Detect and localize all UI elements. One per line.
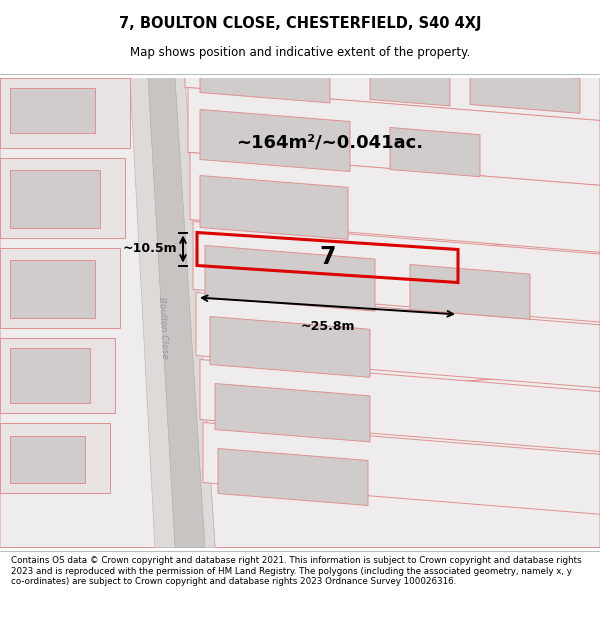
Polygon shape xyxy=(10,88,95,132)
Text: Map shows position and indicative extent of the property.: Map shows position and indicative extent… xyxy=(130,46,470,59)
Polygon shape xyxy=(188,88,600,186)
Polygon shape xyxy=(130,78,215,548)
Text: ~25.8m: ~25.8m xyxy=(300,320,355,333)
Text: ~164m²/~0.041ac.: ~164m²/~0.041ac. xyxy=(236,134,424,151)
Polygon shape xyxy=(370,61,450,106)
Polygon shape xyxy=(470,69,580,113)
Text: ~10.5m: ~10.5m xyxy=(122,242,177,256)
Polygon shape xyxy=(10,348,90,403)
Polygon shape xyxy=(200,48,330,103)
Polygon shape xyxy=(10,436,85,482)
Polygon shape xyxy=(218,449,368,506)
Polygon shape xyxy=(0,422,110,492)
Polygon shape xyxy=(390,127,480,177)
Polygon shape xyxy=(185,28,600,121)
Text: 7, BOULTON CLOSE, CHESTERFIELD, S40 4XJ: 7, BOULTON CLOSE, CHESTERFIELD, S40 4XJ xyxy=(119,16,481,31)
Polygon shape xyxy=(205,246,375,311)
Polygon shape xyxy=(410,264,530,319)
Polygon shape xyxy=(205,372,600,548)
Polygon shape xyxy=(200,359,600,451)
Polygon shape xyxy=(0,78,185,548)
Polygon shape xyxy=(210,316,370,378)
Polygon shape xyxy=(190,238,600,398)
Polygon shape xyxy=(0,158,125,238)
Polygon shape xyxy=(200,176,348,239)
Polygon shape xyxy=(200,109,350,171)
Polygon shape xyxy=(148,78,205,548)
Polygon shape xyxy=(10,169,100,228)
Polygon shape xyxy=(0,338,115,412)
Polygon shape xyxy=(10,259,95,318)
Polygon shape xyxy=(193,221,600,322)
Polygon shape xyxy=(0,78,130,148)
Text: Contains OS data © Crown copyright and database right 2021. This information is : Contains OS data © Crown copyright and d… xyxy=(11,556,581,586)
Text: Boulton Close: Boulton Close xyxy=(157,296,169,359)
Polygon shape xyxy=(215,384,370,442)
Polygon shape xyxy=(165,78,600,268)
Text: 7: 7 xyxy=(319,246,336,269)
Polygon shape xyxy=(190,152,600,252)
Polygon shape xyxy=(203,422,600,514)
Polygon shape xyxy=(0,248,120,328)
Polygon shape xyxy=(196,292,600,388)
